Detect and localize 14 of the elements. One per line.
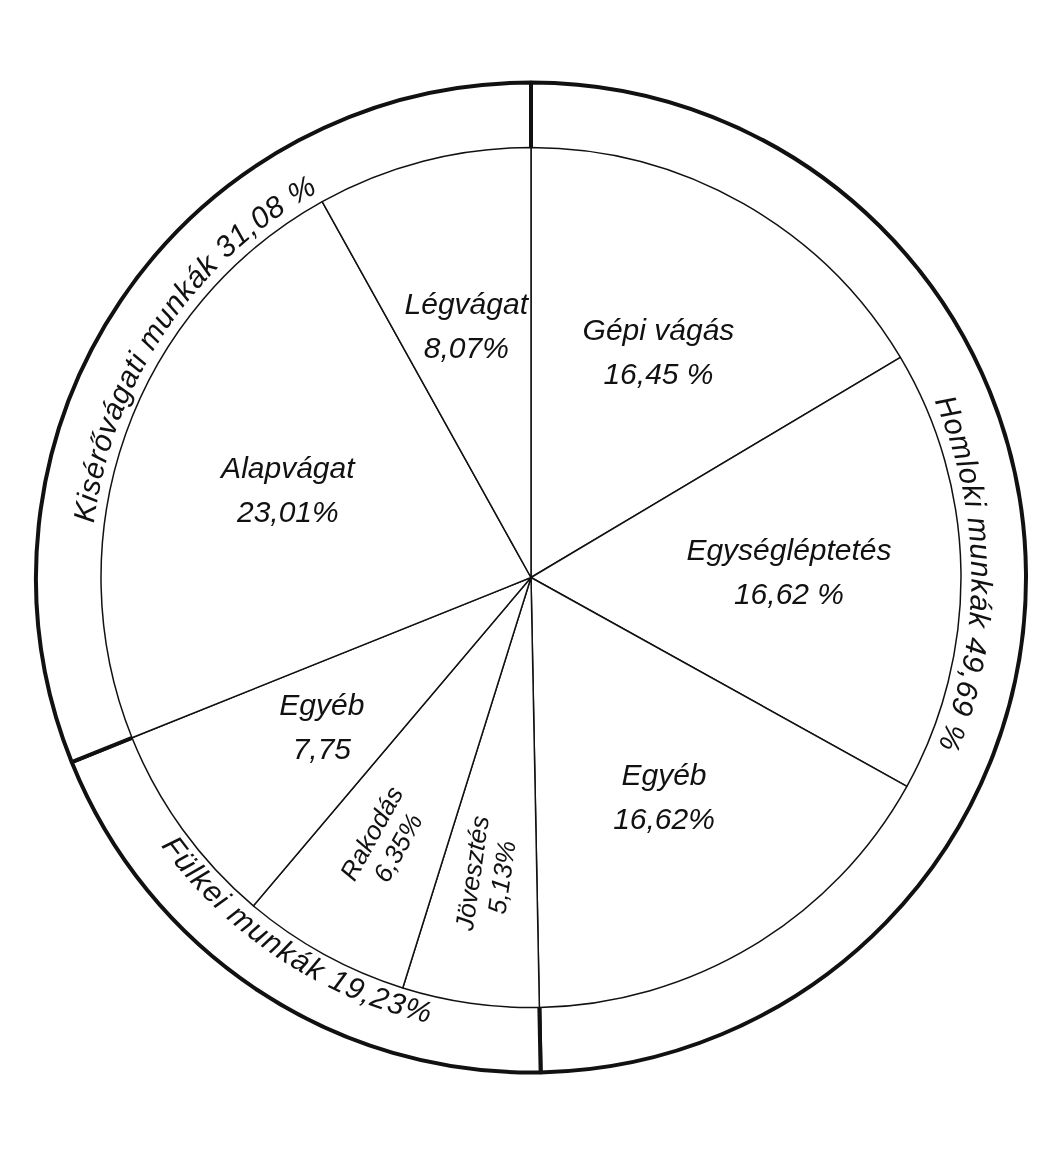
slice-label: Egyéb bbox=[279, 687, 365, 721]
category-label: Homloki munkák bbox=[928, 390, 999, 629]
data-label: 16,45 % bbox=[603, 356, 714, 390]
slice-label: Alapvágat bbox=[219, 450, 357, 484]
data-label: 16,62% bbox=[613, 801, 715, 835]
slice-label: Gépi vágás bbox=[582, 312, 735, 346]
slice-label: Légvágat bbox=[404, 287, 530, 321]
data-label: 8,07% bbox=[423, 331, 509, 365]
data-label: 16,62 % bbox=[733, 576, 845, 610]
data-label: 49,69 % bbox=[932, 635, 995, 756]
slice-label: Egységléptetés bbox=[686, 532, 892, 566]
data-label: 23,01% bbox=[235, 494, 339, 528]
slice-label: Egyéb bbox=[621, 757, 707, 791]
data-label: 7,75 bbox=[292, 731, 352, 765]
